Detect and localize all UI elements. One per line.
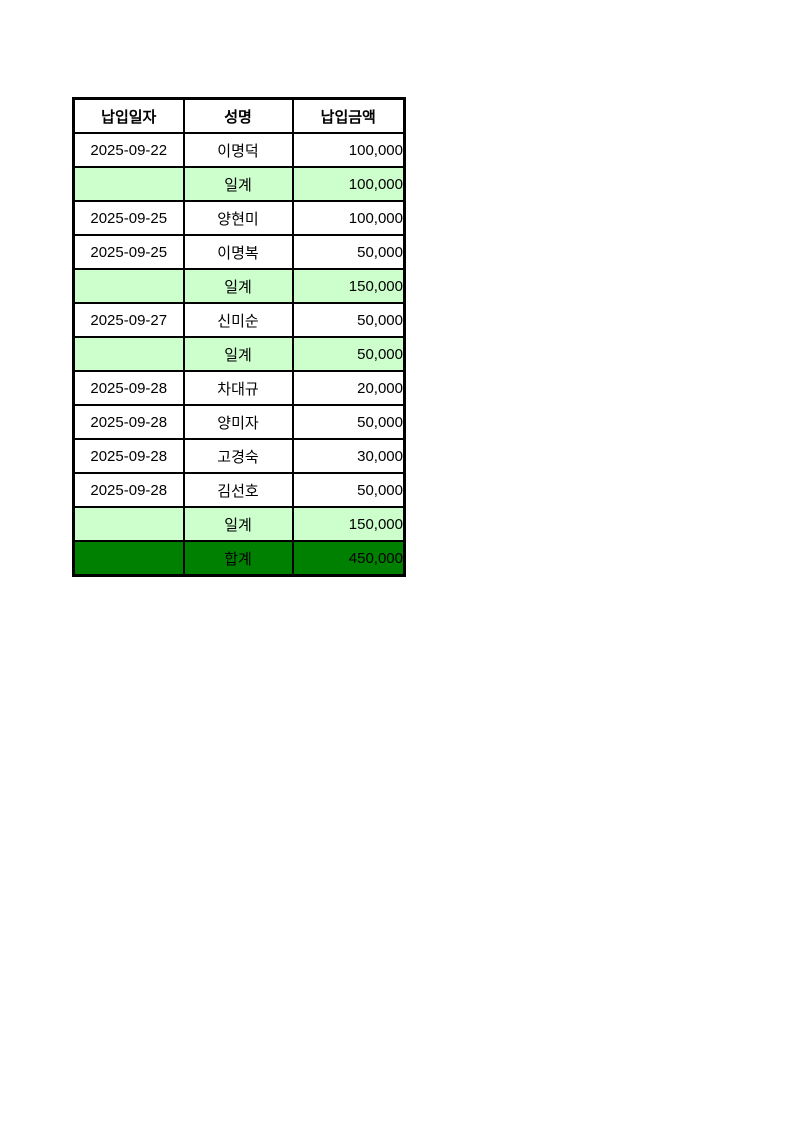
cell-name: 일계 bbox=[182, 506, 294, 542]
cell-date: 2025-09-25 bbox=[72, 200, 185, 236]
cell-date bbox=[72, 540, 185, 577]
subtotal-row: 일계 50,000 bbox=[72, 336, 406, 372]
cell-date bbox=[72, 336, 185, 372]
table-body: 2025-09-22 이명덕 100,000 일계 100,000 2025-09-25 양… bbox=[72, 132, 406, 577]
subtotal-row: 일계 100,000 bbox=[72, 166, 406, 202]
cell-date: 2025-09-28 bbox=[72, 370, 185, 406]
table-row: 2025-09-28 고경숙 30,000 bbox=[72, 438, 406, 474]
cell-amount: 50,000 bbox=[291, 302, 406, 338]
cell-date bbox=[72, 268, 185, 304]
cell-amount: 150,000 bbox=[291, 506, 406, 542]
cell-amount: 100,000 bbox=[291, 132, 406, 168]
cell-date bbox=[72, 166, 185, 202]
table-row: 2025-09-28 양미자 50,000 bbox=[72, 404, 406, 440]
cell-amount: 450,000 bbox=[291, 540, 406, 577]
cell-date: 2025-09-28 bbox=[72, 472, 185, 508]
cell-amount: 30,000 bbox=[291, 438, 406, 474]
table-row: 2025-09-28 차대규 20,000 bbox=[72, 370, 406, 406]
table-row: 2025-09-27 신미순 50,000 bbox=[72, 302, 406, 338]
cell-amount: 100,000 bbox=[291, 200, 406, 236]
subtotal-row: 일계 150,000 bbox=[72, 506, 406, 542]
header-amount: 납입금액 bbox=[291, 97, 406, 134]
table-row: 2025-09-22 이명덕 100,000 bbox=[72, 132, 406, 168]
subtotal-row: 일계 150,000 bbox=[72, 268, 406, 304]
cell-name: 일계 bbox=[182, 166, 294, 202]
cell-name: 김선호 bbox=[182, 472, 294, 508]
cell-name: 양미자 bbox=[182, 404, 294, 440]
cell-amount: 50,000 bbox=[291, 404, 406, 440]
cell-name: 합계 bbox=[182, 540, 294, 577]
cell-amount: 100,000 bbox=[291, 166, 406, 202]
cell-date bbox=[72, 506, 185, 542]
cell-amount: 20,000 bbox=[291, 370, 406, 406]
header-date: 납입일자 bbox=[72, 97, 185, 134]
header-row: 납입일자 성명 납입금액 bbox=[72, 97, 406, 134]
cell-date: 2025-09-27 bbox=[72, 302, 185, 338]
header-name: 성명 bbox=[182, 97, 294, 134]
cell-date: 2025-09-28 bbox=[72, 404, 185, 440]
cell-date: 2025-09-22 bbox=[72, 132, 185, 168]
cell-date: 2025-09-25 bbox=[72, 234, 185, 270]
table-row: 2025-09-28 김선호 50,000 bbox=[72, 472, 406, 508]
total-row: 합계 450,000 bbox=[72, 540, 406, 577]
cell-amount: 150,000 bbox=[291, 268, 406, 304]
cell-name: 일계 bbox=[182, 336, 294, 372]
cell-name: 양현미 bbox=[182, 200, 294, 236]
cell-amount: 50,000 bbox=[291, 234, 406, 270]
cell-amount: 50,000 bbox=[291, 472, 406, 508]
cell-name: 차대규 bbox=[182, 370, 294, 406]
table-row: 2025-09-25 양현미 100,000 bbox=[72, 200, 406, 236]
cell-name: 신미순 bbox=[182, 302, 294, 338]
cell-name: 일계 bbox=[182, 268, 294, 304]
table-row: 2025-09-25 이명복 50,000 bbox=[72, 234, 406, 270]
table-header: 납입일자 성명 납입금액 bbox=[72, 97, 406, 134]
cell-date: 2025-09-28 bbox=[72, 438, 185, 474]
cell-name: 고경숙 bbox=[182, 438, 294, 474]
cell-name: 이명복 bbox=[182, 234, 294, 270]
cell-amount: 50,000 bbox=[291, 336, 406, 372]
cell-name: 이명덕 bbox=[182, 132, 294, 168]
payment-table: 납입일자 성명 납입금액 2025-09-22 이명덕 100,000 일계 100,0… bbox=[72, 97, 406, 577]
